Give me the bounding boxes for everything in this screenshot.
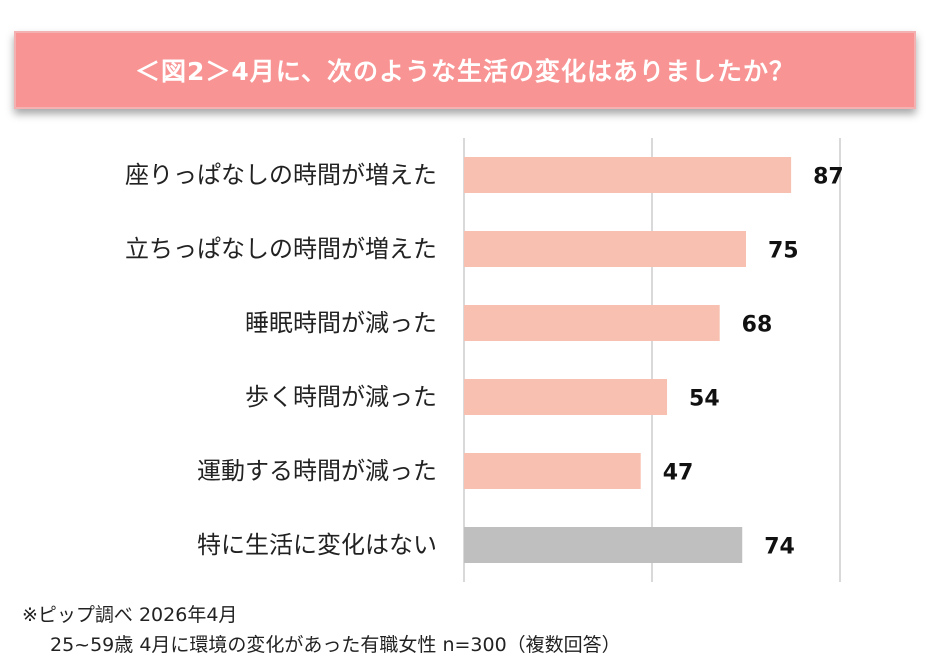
chart-title: ＜図2＞4月に、次のような生活の変化はありましたか？ [134,57,796,86]
category-label-1: 立ちっぱなしの時間が増えた [125,235,437,263]
footnote-source: ※ピップ調べ 2026年4月 [22,604,238,626]
value-label-0: 87 [813,165,844,190]
value-label-4: 47 [663,461,694,486]
category-label-5: 特に生活に変化はない [197,531,437,559]
bar-5 [464,527,743,563]
category-label-2: 睡眠時間が減った [245,309,437,337]
category-label-4: 運動する時間が減った [197,457,437,485]
bar-3 [464,379,668,415]
bar-2 [464,305,720,341]
footnote-sample: 25~59歳 4月に環境の変化があった有職女性 n=300（複数回答） [50,634,621,656]
bar-1 [464,231,746,267]
value-label-5: 74 [764,535,795,560]
value-label-2: 68 [742,313,773,338]
category-label-0: 座りっぱなしの時間が増えた [125,161,437,189]
category-label-3: 歩く時間が減った [245,383,437,411]
bar-4 [464,453,641,489]
value-label-3: 54 [689,387,720,412]
value-label-1: 75 [768,239,799,264]
title-banner: ＜図2＞4月に、次のような生活の変化はありましたか？ [14,31,916,109]
bar-0 [464,157,792,193]
